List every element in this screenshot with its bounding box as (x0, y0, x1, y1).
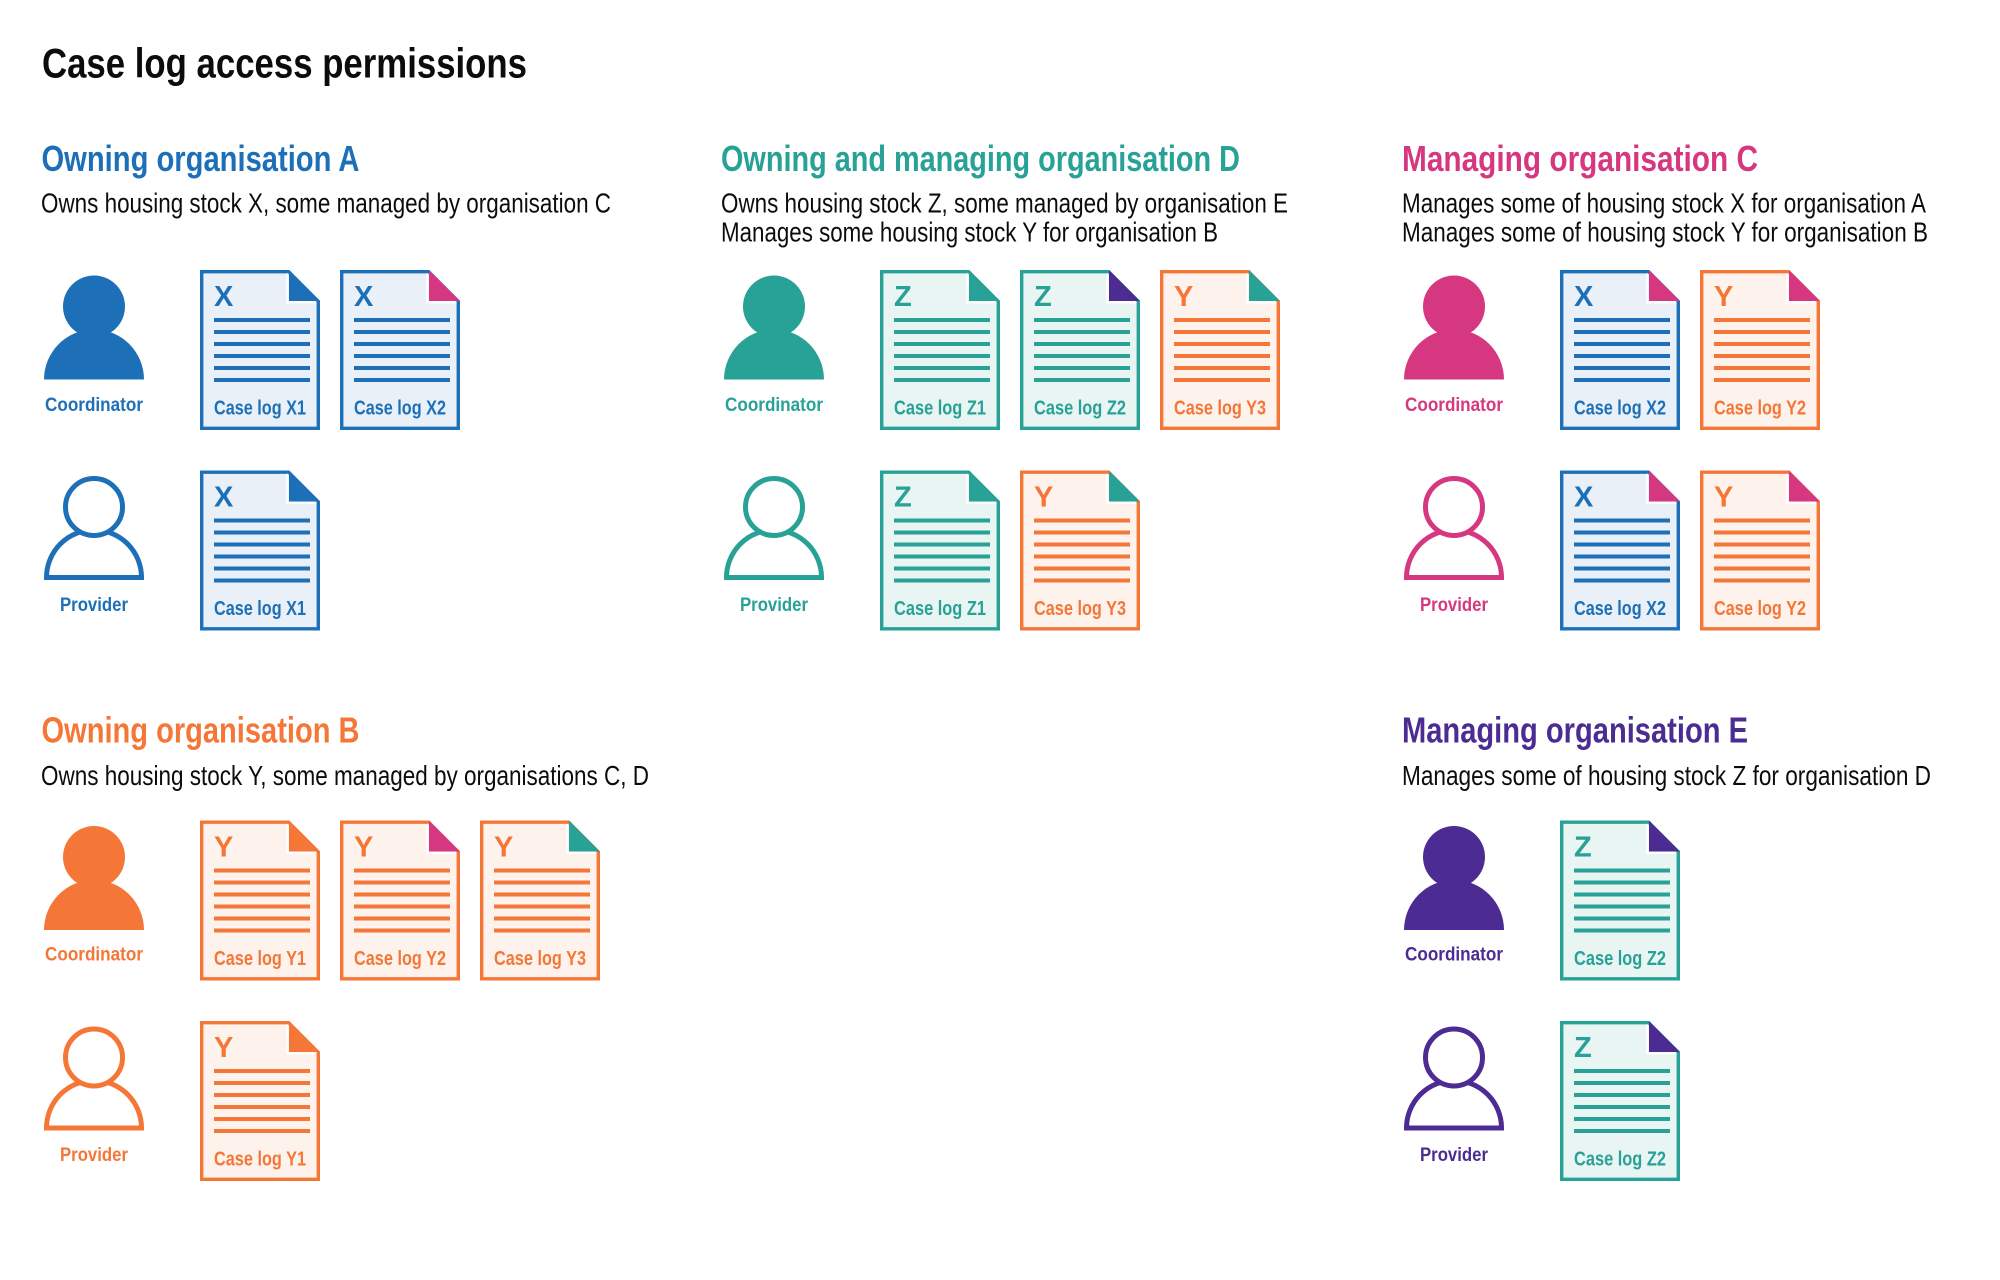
svg-text:Coordinator: Coordinator (45, 945, 144, 966)
svg-text:Owning organisation A: Owning organisation A (42, 138, 360, 179)
svg-text:Manages some of housing stock: Manages some of housing stock Z for orga… (1402, 760, 1931, 791)
svg-text:Provider: Provider (1420, 595, 1489, 616)
svg-text:Case log Y2: Case log Y2 (354, 947, 446, 970)
svg-text:Case log access permissions: Case log access permissions (42, 39, 527, 86)
svg-text:Case log Z2: Case log Z2 (1574, 1148, 1666, 1171)
svg-text:Manages some of housing stock: Manages some of housing stock X for orga… (1402, 188, 1927, 219)
svg-text:Case log Y3: Case log Y3 (1174, 397, 1266, 420)
svg-text:Y: Y (1034, 482, 1053, 514)
svg-text:Case log Y3: Case log Y3 (1034, 597, 1126, 620)
svg-text:Case log Y2: Case log Y2 (1714, 597, 1806, 620)
svg-text:Case log Y1: Case log Y1 (214, 1148, 306, 1171)
svg-text:Owns housing stock Z, some man: Owns housing stock Z, some managed by or… (721, 188, 1288, 219)
svg-text:Managing organisation E: Managing organisation E (1402, 710, 1748, 751)
svg-text:Y: Y (1714, 482, 1733, 514)
svg-text:Provider: Provider (60, 1145, 129, 1166)
svg-text:Case log Y2: Case log Y2 (1714, 397, 1806, 420)
svg-text:Y: Y (214, 1032, 233, 1064)
svg-text:Case log Z1: Case log Z1 (894, 397, 986, 420)
svg-text:Owning and managing organisati: Owning and managing organisation D (721, 138, 1240, 179)
svg-text:X: X (1574, 482, 1594, 514)
svg-text:Owns housing stock X, some man: Owns housing stock X, some managed by or… (41, 188, 611, 219)
svg-text:Z: Z (894, 281, 912, 313)
svg-text:Y: Y (494, 832, 513, 864)
svg-text:Case log X2: Case log X2 (1574, 397, 1666, 420)
svg-text:Y: Y (1174, 281, 1193, 313)
svg-text:Provider: Provider (740, 595, 809, 616)
svg-text:X: X (214, 482, 234, 514)
svg-text:Managing organisation C: Managing organisation C (1402, 138, 1758, 179)
svg-text:Manages some housing stock Y f: Manages some housing stock Y for organis… (721, 217, 1218, 248)
svg-text:X: X (354, 281, 374, 313)
svg-text:Provider: Provider (60, 595, 129, 616)
svg-text:Case log X1: Case log X1 (214, 397, 306, 420)
svg-text:Case log Z1: Case log Z1 (894, 597, 986, 620)
svg-text:Z: Z (894, 482, 912, 514)
svg-text:Case log Z2: Case log Z2 (1034, 397, 1126, 420)
svg-text:Coordinator: Coordinator (725, 395, 824, 416)
svg-text:Z: Z (1574, 1032, 1592, 1064)
svg-text:X: X (214, 281, 234, 313)
svg-text:Owns housing stock Y, some man: Owns housing stock Y, some managed by or… (41, 760, 649, 791)
svg-text:Manages some of housing stock: Manages some of housing stock Y for orga… (1402, 217, 1928, 248)
svg-text:Owning organisation B: Owning organisation B (42, 710, 360, 751)
svg-text:Case log X2: Case log X2 (1574, 597, 1666, 620)
svg-text:Y: Y (354, 832, 373, 864)
svg-text:Case log X1: Case log X1 (214, 597, 306, 620)
svg-text:Case log X2: Case log X2 (354, 397, 446, 420)
svg-text:Coordinator: Coordinator (1405, 395, 1504, 416)
svg-text:Case log Z2: Case log Z2 (1574, 947, 1666, 970)
svg-text:Z: Z (1034, 281, 1052, 313)
svg-text:Y: Y (1714, 281, 1733, 313)
svg-text:Case log Y3: Case log Y3 (494, 947, 586, 970)
svg-text:X: X (1574, 281, 1594, 313)
svg-text:Coordinator: Coordinator (45, 395, 144, 416)
svg-text:Case log Y1: Case log Y1 (214, 947, 306, 970)
svg-text:Provider: Provider (1420, 1145, 1489, 1166)
svg-text:Z: Z (1574, 832, 1592, 864)
svg-text:Y: Y (214, 832, 233, 864)
svg-text:Coordinator: Coordinator (1405, 945, 1504, 966)
